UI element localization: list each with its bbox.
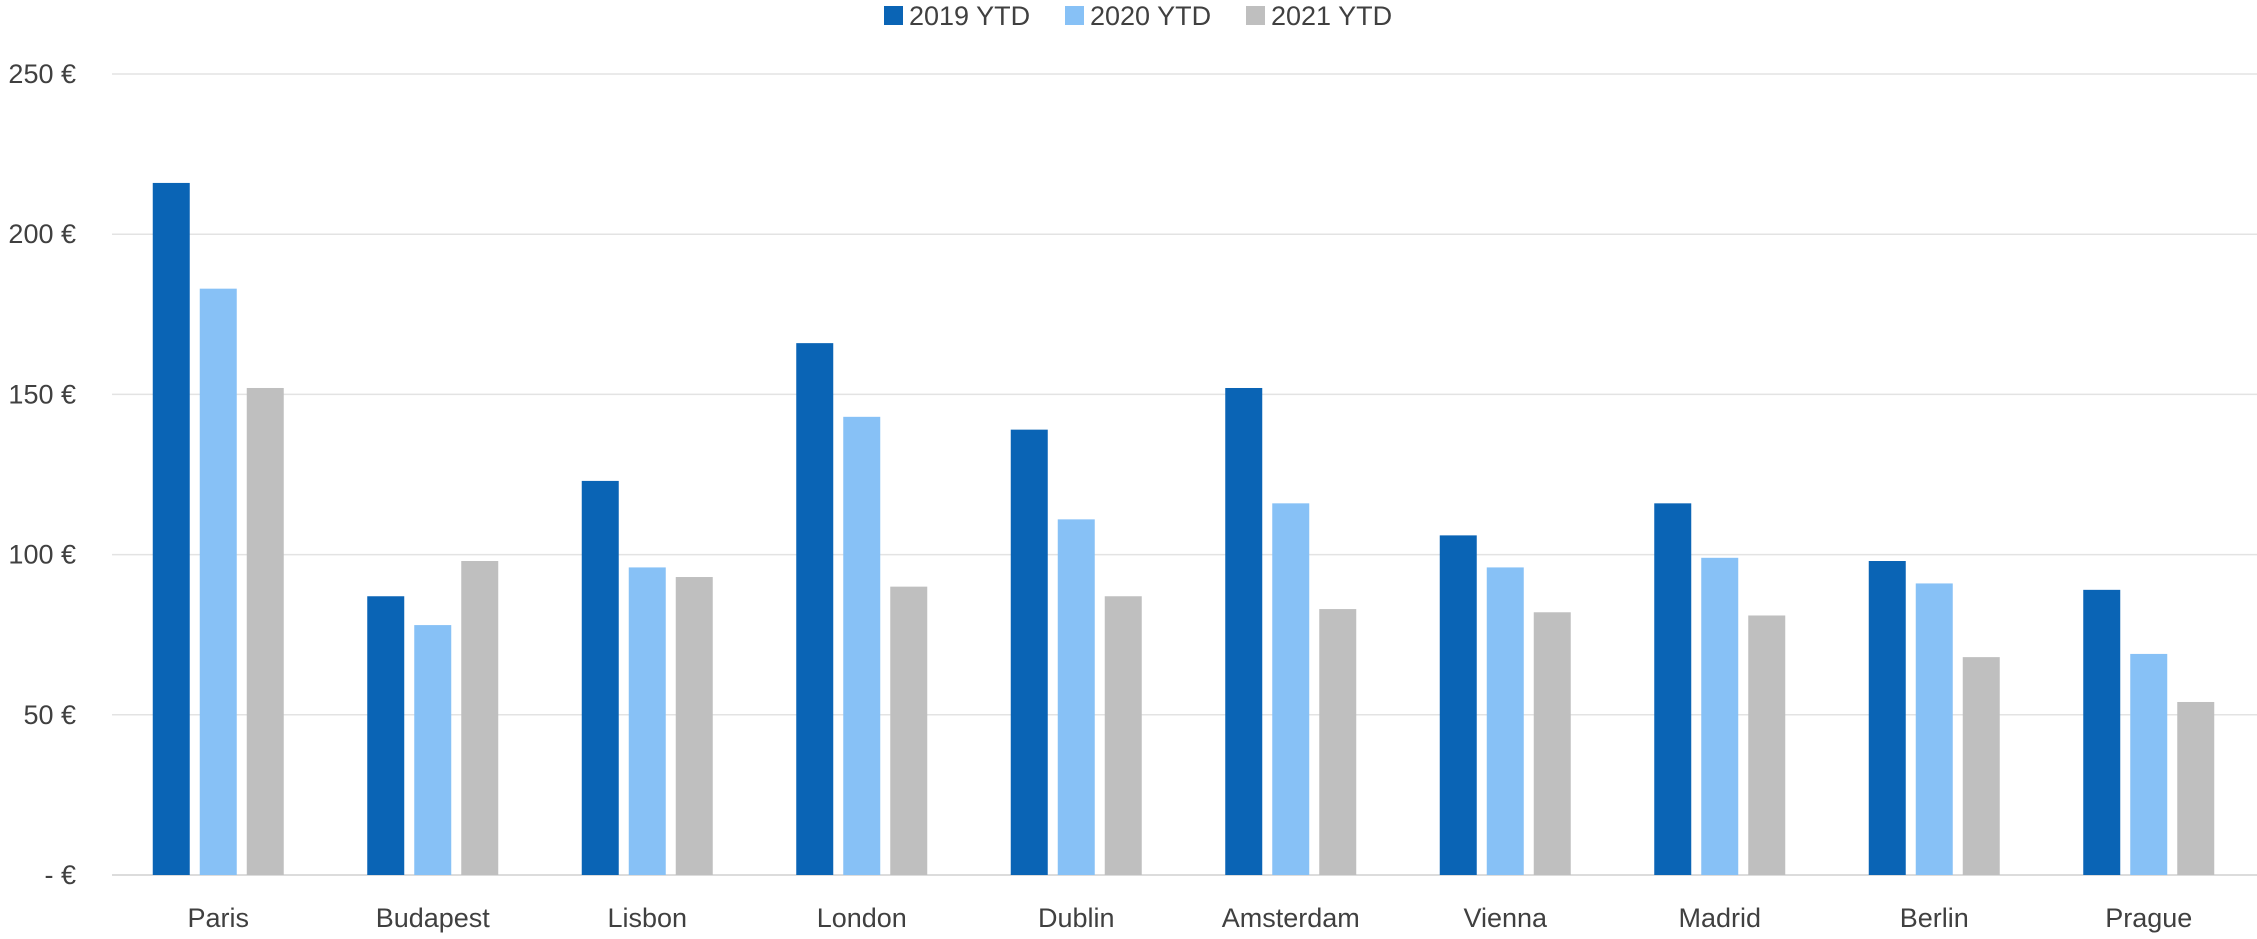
x-tick-label-dublin: Dublin xyxy=(1038,903,1115,933)
y-tick-label: 250 € xyxy=(8,59,76,89)
bar-dublin-2019-ytd xyxy=(1010,429,1048,875)
x-tick-label-budapest: Budapest xyxy=(376,903,491,933)
bar-budapest-2021-ytd xyxy=(461,561,499,875)
x-tick-label-lisbon: Lisbon xyxy=(607,903,687,933)
legend-label-2019-ytd: 2019 YTD xyxy=(909,1,1030,31)
bar-vienna-2020-ytd xyxy=(1486,567,1524,875)
y-tick-label: 150 € xyxy=(8,379,76,409)
bar-paris-2020-ytd xyxy=(199,288,237,876)
bar-berlin-2021-ytd xyxy=(1962,657,2000,875)
bar-vienna-2021-ytd xyxy=(1533,612,1571,875)
bar-london-2021-ytd xyxy=(890,586,928,875)
bar-vienna-2019-ytd xyxy=(1439,535,1477,875)
bar-london-2020-ytd xyxy=(843,416,881,875)
bar-dublin-2021-ytd xyxy=(1104,596,1142,875)
bar-amsterdam-2020-ytd xyxy=(1272,503,1310,875)
bar-lisbon-2020-ytd xyxy=(628,567,666,875)
x-axis-tick-labels: Paris Budapest Lisbon London Dublin Amsterdam… xyxy=(187,903,2192,933)
bar-prague-2021-ytd xyxy=(2177,701,2215,875)
x-tick-label-london: London xyxy=(817,903,907,933)
y-tick-label: - € xyxy=(44,860,76,890)
bar-madrid-2020-ytd xyxy=(1701,557,1739,875)
y-tick-label: 50 € xyxy=(23,700,76,730)
bar-lisbon-2021-ytd xyxy=(675,577,713,875)
bar-dublin-2020-ytd xyxy=(1057,519,1095,875)
x-tick-label-madrid: Madrid xyxy=(1678,903,1761,933)
x-tick-label-prague: Prague xyxy=(2105,903,2192,933)
bar-amsterdam-2019-ytd xyxy=(1225,387,1263,875)
legend: 2019 YTD 2020 YTD 2021 YTD xyxy=(884,1,1392,31)
bar-berlin-2019-ytd xyxy=(1868,561,1906,875)
legend-swatch-2021-ytd xyxy=(1246,6,1265,25)
bar-madrid-2021-ytd xyxy=(1748,615,1786,875)
legend-swatch-2019-ytd xyxy=(884,6,903,25)
legend-label-2020-ytd: 2020 YTD xyxy=(1090,1,1211,31)
legend-swatch-2020-ytd xyxy=(1065,6,1084,25)
bar-london-2019-ytd xyxy=(796,343,834,875)
bar-prague-2020-ytd xyxy=(2130,653,2168,875)
y-tick-label: 100 € xyxy=(8,540,76,570)
x-tick-label-berlin: Berlin xyxy=(1900,903,1969,933)
bar-amsterdam-2021-ytd xyxy=(1319,609,1357,875)
bar-madrid-2019-ytd xyxy=(1654,503,1692,875)
bar-budapest-2020-ytd xyxy=(414,625,452,875)
bar-berlin-2020-ytd xyxy=(1915,583,1953,875)
y-axis-tick-labels: - € 50 € 100 € 150 € 200 € 250 € xyxy=(8,59,76,890)
bar-budapest-2019-ytd xyxy=(367,596,405,875)
bar-paris-2019-ytd xyxy=(152,182,190,875)
x-tick-label-amsterdam: Amsterdam xyxy=(1222,903,1360,933)
legend-label-2021-ytd: 2021 YTD xyxy=(1271,1,1392,31)
bar-lisbon-2019-ytd xyxy=(581,480,619,875)
x-tick-label-vienna: Vienna xyxy=(1463,903,1548,933)
bar-prague-2019-ytd xyxy=(2083,589,2121,875)
x-tick-label-paris: Paris xyxy=(187,903,249,933)
bar-paris-2021-ytd xyxy=(246,387,284,875)
y-tick-label: 200 € xyxy=(8,219,76,249)
bars xyxy=(152,182,2215,876)
